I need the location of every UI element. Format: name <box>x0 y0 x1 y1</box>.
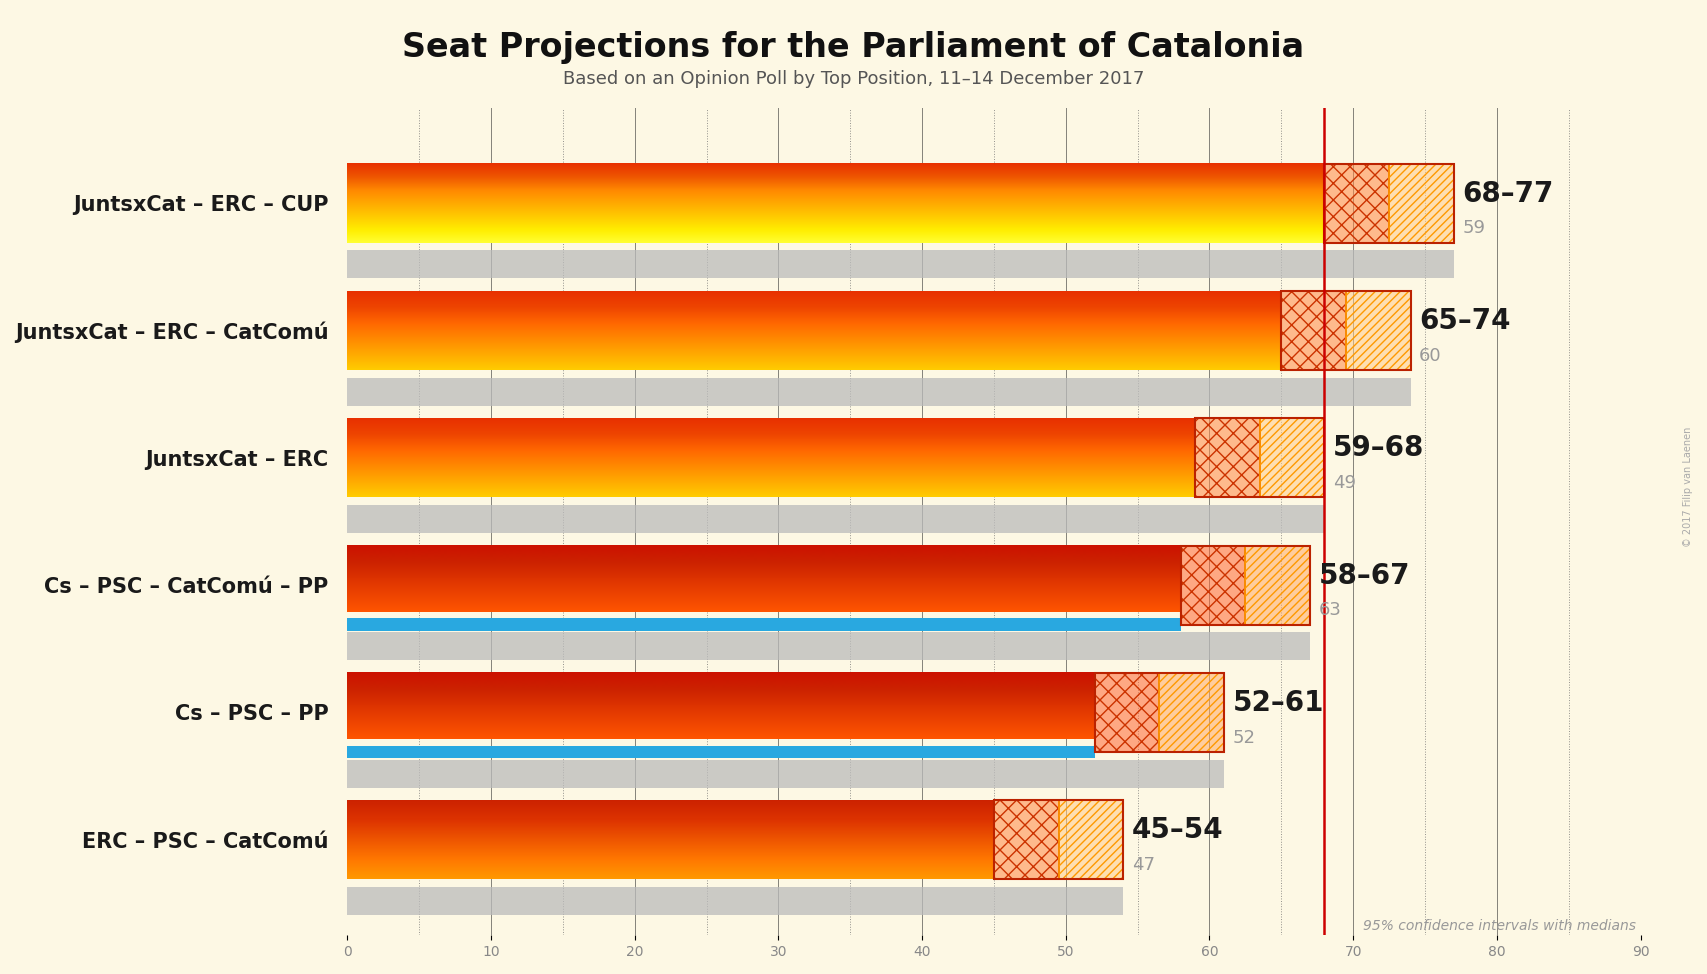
Bar <box>348 760 1224 788</box>
Text: 58–67: 58–67 <box>1320 562 1410 589</box>
Bar <box>1195 418 1260 497</box>
Bar <box>348 632 1309 660</box>
Bar <box>1195 418 1325 497</box>
Bar <box>1094 673 1159 752</box>
Text: Seat Projections for the Parliament of Catalonia: Seat Projections for the Parliament of C… <box>403 31 1304 64</box>
Bar <box>1282 291 1345 370</box>
Text: 49: 49 <box>1333 474 1355 492</box>
Text: 63: 63 <box>1320 601 1342 619</box>
Bar <box>348 505 1325 533</box>
Bar <box>348 378 1410 405</box>
Text: 60: 60 <box>1419 347 1442 364</box>
Bar <box>1181 545 1309 624</box>
Bar <box>348 887 1123 915</box>
Text: 59–68: 59–68 <box>1333 434 1424 463</box>
Text: Based on an Opinion Poll by Top Position, 11–14 December 2017: Based on an Opinion Poll by Top Position… <box>563 70 1144 88</box>
Bar <box>1159 673 1224 752</box>
Text: 47: 47 <box>1132 856 1156 874</box>
Text: 65–74: 65–74 <box>1419 307 1511 335</box>
Bar <box>1260 418 1325 497</box>
Bar <box>993 801 1123 880</box>
Bar <box>1195 418 1260 497</box>
Bar <box>1345 291 1410 370</box>
Bar <box>1325 164 1389 243</box>
Bar <box>1159 673 1224 752</box>
Bar <box>1260 418 1325 497</box>
Text: 95% confidence intervals with medians: 95% confidence intervals with medians <box>1364 918 1637 933</box>
Bar <box>1389 164 1454 243</box>
Bar <box>348 250 1454 279</box>
Bar <box>1325 164 1454 243</box>
Bar <box>348 618 1181 631</box>
Text: © 2017 Filip van Laenen: © 2017 Filip van Laenen <box>1683 427 1693 547</box>
Text: 45–54: 45–54 <box>1132 816 1224 844</box>
Bar <box>1389 164 1454 243</box>
Text: 52–61: 52–61 <box>1232 689 1325 717</box>
Bar <box>1058 801 1123 880</box>
Bar <box>1246 545 1309 624</box>
Bar <box>1181 545 1246 624</box>
Bar <box>1345 291 1410 370</box>
Bar <box>993 801 1058 880</box>
Bar <box>348 745 1094 759</box>
Bar <box>1181 545 1246 624</box>
Text: 52: 52 <box>1232 729 1255 747</box>
Bar <box>1282 291 1345 370</box>
Bar <box>1282 291 1410 370</box>
Text: 68–77: 68–77 <box>1463 179 1553 207</box>
Bar <box>1094 673 1224 752</box>
Bar <box>1094 673 1159 752</box>
Bar <box>993 801 1058 880</box>
Bar <box>1246 545 1309 624</box>
Text: 59: 59 <box>1463 219 1485 238</box>
Bar <box>1325 164 1389 243</box>
Bar <box>1058 801 1123 880</box>
